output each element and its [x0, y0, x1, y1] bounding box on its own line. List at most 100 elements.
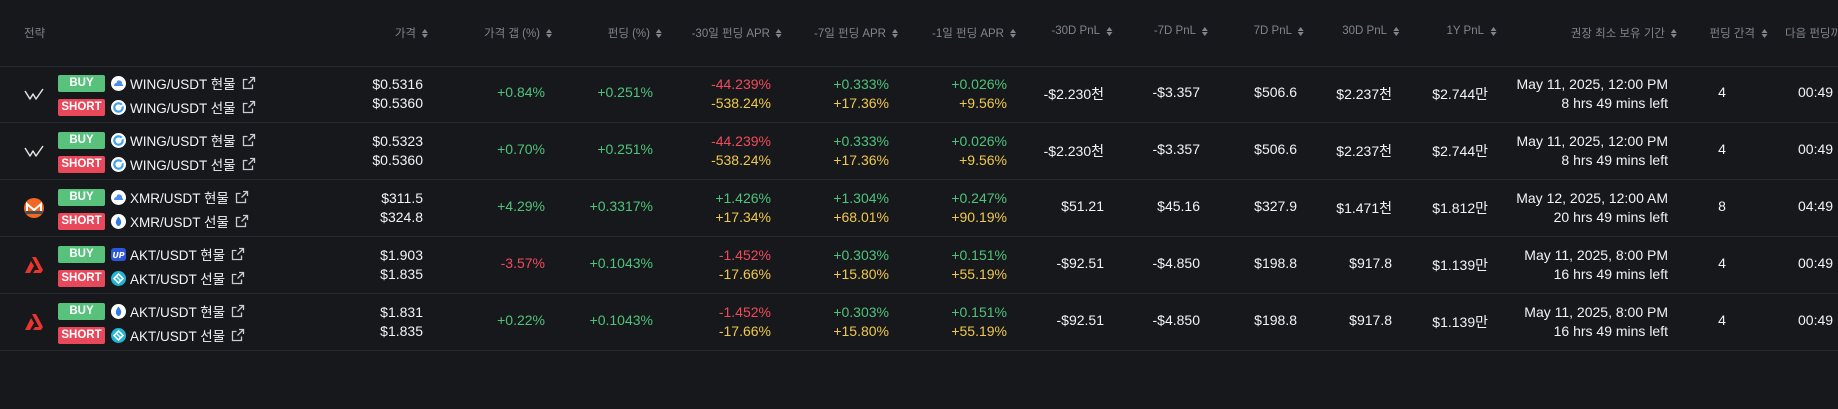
min-hold-date: May 11, 2025, 12:00 PM [1516, 133, 1669, 149]
col-next[interactable]: 다음 펀딩까 [1785, 25, 1838, 41]
apr30-annual: -538.24% [711, 95, 771, 111]
col-strategy[interactable]: 전략 [24, 25, 45, 41]
col-apr30[interactable]: -30일 펀딩 APR [692, 25, 782, 41]
apr7-cell: +0.303% +15.80% [833, 303, 889, 341]
akash-logo-icon [23, 254, 45, 276]
apr30-cell: -1.452% -17.66% [719, 303, 771, 341]
external-link-icon[interactable] [242, 157, 256, 171]
apr7-cell: +0.303% +15.80% [833, 246, 889, 284]
apr1-annual: +9.56% [959, 95, 1007, 111]
pnl7-cell: $327.9 [1254, 198, 1297, 214]
funding-cell: +0.251% [597, 141, 653, 157]
akash-logo-icon [23, 311, 45, 333]
price-cell: $0.5323 $0.5360 [372, 132, 423, 170]
pnl7-cell: $506.6 [1254, 84, 1297, 100]
col-pnl1y[interactable]: 1Y PnL [1446, 25, 1496, 37]
col-price-gap[interactable]: 가격 갭 (%) [484, 25, 552, 41]
apr1-annual: +55.19% [951, 323, 1007, 339]
monero-logo-icon [23, 197, 45, 219]
buy-badge: BUY [58, 245, 105, 263]
col-pnl30[interactable]: 30D PnL [1342, 25, 1399, 37]
col-interval[interactable]: 펀딩 간격 [1709, 25, 1767, 41]
apr1-cell: +0.026% +9.56% [951, 132, 1007, 170]
drop-exchange-icon [111, 213, 126, 229]
interval-cell: 4 [1718, 84, 1726, 100]
apr30-cell: -44.239% -538.24% [711, 132, 771, 170]
col-apr7-label: -7일 펀딩 APR [813, 28, 886, 40]
price-gap-cell: +4.29% [497, 198, 545, 214]
apr30-value: -1.452% [718, 247, 771, 263]
buy-pair-label: XMR/USDT 현물 [130, 191, 229, 206]
short-leg: SHORT XMR/USDT 선물 [58, 212, 249, 230]
next-funding-cell: 00:49 [1798, 255, 1834, 271]
col-apr7[interactable]: -7일 펀딩 APR [814, 25, 898, 41]
external-link-icon[interactable] [231, 328, 245, 342]
pnl1y-cell: $1.139만 [1432, 314, 1488, 330]
price-gap-cell: +0.22% [497, 312, 545, 328]
buy-badge: BUY [58, 188, 105, 206]
funding-cell: +0.1043% [589, 312, 653, 328]
pnl1y-cell: $1.812만 [1432, 200, 1488, 216]
diamond-exchange-icon [111, 270, 126, 286]
col-funding[interactable]: 펀딩 (%) [608, 25, 662, 41]
pnl1y-cell: $2.744만 [1432, 86, 1488, 102]
spot-price: $1.831 [380, 304, 423, 320]
apr30-annual: -17.66% [718, 323, 771, 339]
external-link-icon[interactable] [235, 214, 249, 228]
table-row[interactable]: BUY UP AKT/USDT 현물 SHORT AKT/USDT 선물 $1.… [0, 237, 1838, 294]
col-interval-label: 펀딩 간격 [1709, 28, 1755, 40]
col-funding-label: 펀딩 (%) [607, 28, 650, 40]
sort-icon [1106, 26, 1112, 36]
col-min-hold[interactable]: 권장 최소 보유 기간 [1571, 25, 1677, 41]
buy-leg: BUY WING/USDT 현물 [58, 131, 256, 149]
external-link-icon[interactable] [242, 100, 256, 114]
apr30-cell: +1.426% +17.34% [715, 189, 771, 227]
table-row[interactable]: BUY XMR/USDT 현물 SHORT XMR/USDT 선물 $311.5… [0, 180, 1838, 237]
pnl30-cell: $1.471천 [1336, 200, 1392, 216]
short-badge: SHORT [58, 326, 105, 344]
apr30-value: -44.239% [711, 133, 771, 149]
apr7-value: +0.303% [833, 247, 889, 263]
pnl30neg-cell: -$92.51 [1056, 255, 1104, 271]
apr30-value: -1.452% [718, 304, 771, 320]
col-apr30-label: -30일 펀딩 APR [691, 28, 770, 40]
col-pnl7neg[interactable]: -7D PnL [1154, 25, 1208, 37]
next-funding-cell: 00:49 [1798, 312, 1834, 328]
col-pnl30neg[interactable]: -30D PnL [1051, 25, 1112, 37]
apr7-annual: +15.80% [833, 323, 889, 339]
table-row[interactable]: BUY WING/USDT 현물 SHORT WING/USDT 선물 $0.5… [0, 66, 1838, 123]
external-link-icon[interactable] [235, 190, 249, 204]
col-pnl30-label: 30D PnL [1342, 25, 1387, 37]
short-leg: SHORT AKT/USDT 선물 [58, 326, 245, 344]
futures-price: $1.835 [380, 323, 423, 339]
min-hold-remaining: 20 hrs 49 mins left [1553, 209, 1668, 225]
external-link-icon[interactable] [242, 133, 256, 147]
next-funding-cell: 04:49 [1798, 198, 1834, 214]
apr30-cell: -1.452% -17.66% [719, 246, 771, 284]
drop-exchange-icon [111, 303, 126, 319]
sort-icon [1761, 28, 1767, 38]
apr1-cell: +0.247% +90.19% [951, 189, 1007, 227]
table-row[interactable]: BUY WING/USDT 현물 SHORT WING/USDT 선물 $0.5… [0, 123, 1838, 180]
apr1-value: +0.026% [951, 133, 1007, 149]
svg-text:UP: UP [112, 251, 124, 260]
wing-logo-icon [23, 140, 45, 162]
pnl7neg-cell: -$3.357 [1152, 84, 1200, 100]
external-link-icon[interactable] [231, 271, 245, 285]
col-apr1[interactable]: -1일 펀딩 APR [932, 25, 1016, 41]
external-link-icon[interactable] [242, 76, 256, 90]
col-pnl7[interactable]: 7D PnL [1254, 25, 1304, 37]
col-price[interactable]: 가격 [395, 25, 428, 41]
sort-icon [1010, 28, 1016, 38]
pnl30-cell: $917.8 [1349, 312, 1392, 328]
apr1-annual: +55.19% [951, 266, 1007, 282]
funding-cell: +0.3317% [589, 198, 653, 214]
external-link-icon[interactable] [231, 247, 245, 261]
futures-price: $324.8 [380, 209, 423, 225]
price-cell: $1.903 $1.835 [380, 246, 423, 284]
external-link-icon[interactable] [231, 304, 245, 318]
min-hold-date: May 11, 2025, 8:00 PM [1524, 247, 1668, 263]
table-row[interactable]: BUY AKT/USDT 현물 SHORT AKT/USDT 선물 $1.831… [0, 294, 1838, 351]
apr7-value: +0.333% [833, 76, 889, 92]
price-gap-cell: +0.84% [497, 84, 545, 100]
